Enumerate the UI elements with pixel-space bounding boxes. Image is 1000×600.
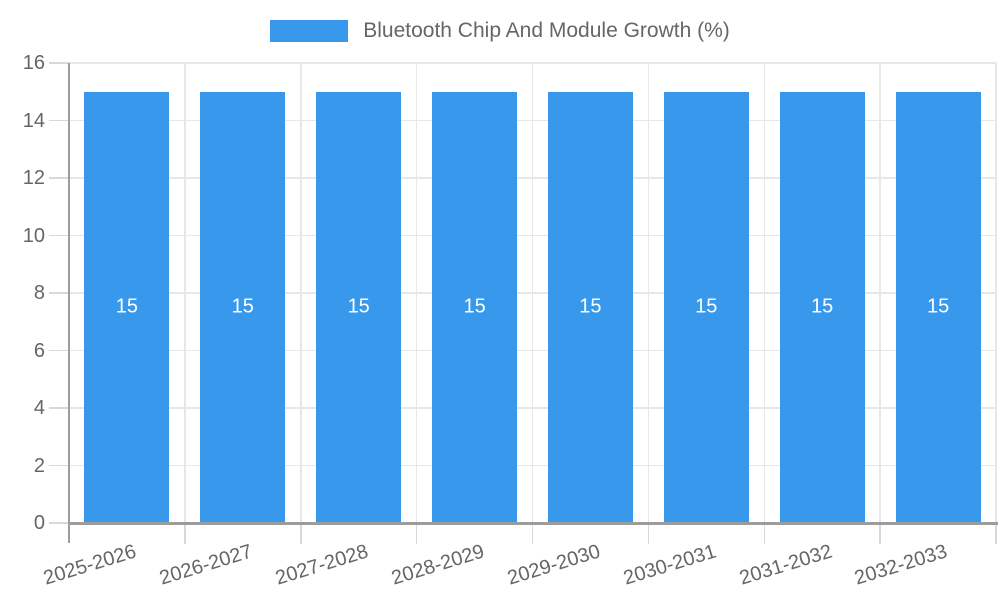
x-tick-label: 2030-2031 <box>620 540 719 590</box>
y-axis-tick <box>49 349 69 352</box>
v-gridline <box>879 63 881 523</box>
bar[interactable] <box>316 91 402 523</box>
y-axis-tick <box>49 177 69 179</box>
y-tick-label: 14 <box>22 109 45 132</box>
x-axis-line <box>68 522 998 525</box>
bar[interactable] <box>895 91 981 523</box>
y-axis-tick <box>49 62 69 64</box>
y-tick-label: 10 <box>22 224 45 247</box>
x-axis-tick <box>995 524 997 544</box>
bar[interactable] <box>200 91 286 523</box>
bar-value-label: 15 <box>347 295 370 318</box>
bar[interactable] <box>84 91 170 523</box>
y-axis-tick <box>49 292 69 294</box>
y-axis-tick <box>49 234 69 237</box>
bar-value-label: 15 <box>115 295 139 318</box>
v-gridline <box>995 63 997 523</box>
v-gridline <box>647 63 650 523</box>
x-axis-tick <box>647 524 650 544</box>
x-tick-label: 2025-2026 <box>41 540 140 590</box>
x-tick-label: 2032-2033 <box>852 540 951 590</box>
x-axis-tick <box>184 524 186 544</box>
y-axis-tick <box>49 119 69 122</box>
bar[interactable] <box>432 91 518 523</box>
x-axis-tick <box>763 524 765 544</box>
v-gridline <box>763 63 765 523</box>
y-tick-label: 6 <box>33 339 45 362</box>
y-axis-tick <box>49 464 69 467</box>
v-gridline <box>300 63 302 523</box>
v-gridline <box>184 63 186 523</box>
y-axis-line <box>68 63 70 543</box>
x-axis-tick <box>531 524 534 544</box>
x-tick-label: 2031-2032 <box>736 540 835 590</box>
bar[interactable] <box>547 91 633 523</box>
bar-value-label: 15 <box>579 295 602 318</box>
bar-value-label: 15 <box>695 295 718 318</box>
bar-value-label: 15 <box>463 295 486 318</box>
bar-value-label: 15 <box>231 295 254 318</box>
legend-swatch[interactable] <box>270 20 349 42</box>
bar[interactable] <box>663 91 749 523</box>
legend: Bluetooth Chip And Module Growth (%) <box>0 16 1000 46</box>
x-tick-label: 2027-2028 <box>273 540 371 590</box>
x-axis-tick <box>879 524 881 544</box>
v-gridline <box>531 63 534 523</box>
y-tick-label: 12 <box>22 167 45 189</box>
v-gridline <box>415 63 418 523</box>
x-tick-label: 2026-2027 <box>157 540 256 590</box>
x-tick-label: 2028-2029 <box>388 540 487 590</box>
y-axis-tick <box>49 522 69 524</box>
x-tick-label: 2029-2030 <box>504 540 603 590</box>
x-axis-tick <box>415 524 418 544</box>
y-tick-label: 4 <box>33 397 45 419</box>
y-tick-label: 2 <box>33 454 45 477</box>
y-tick-label: 0 <box>33 512 45 534</box>
bar-value-label: 15 <box>811 295 834 318</box>
legend-label[interactable]: Bluetooth Chip And Module Growth (%) <box>363 19 730 42</box>
bar-value-label: 15 <box>926 295 950 318</box>
x-axis-tick <box>300 524 302 544</box>
bar[interactable] <box>779 91 865 523</box>
y-tick-label: 16 <box>22 52 45 74</box>
y-axis-tick <box>49 407 69 409</box>
y-tick-label: 8 <box>33 282 45 304</box>
